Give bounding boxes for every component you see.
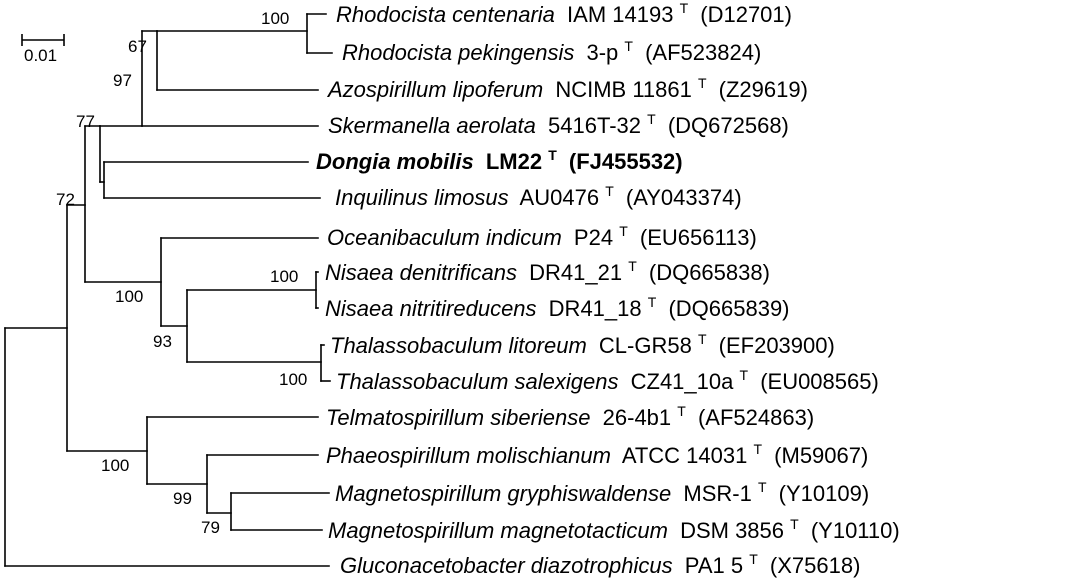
bootstrap-phaeospirillum-group: 99 <box>173 489 192 508</box>
taxon-name: Dongia mobilis <box>316 149 474 174</box>
type-strain-mark: T <box>698 331 707 347</box>
accession: (Z29619) <box>719 77 808 102</box>
strain: CZ41_10a <box>631 369 735 394</box>
bootstrap-skermanella-group: 97 <box>113 71 132 90</box>
strain: LM22 <box>486 149 542 174</box>
taxon-label: Inquilinus limosus AU0476 T (AY043374) <box>335 176 742 210</box>
bootstrap-magnetospirillum: 79 <box>201 518 220 537</box>
taxon-name: Rhodocista pekingensis <box>342 40 574 65</box>
strain: AU0476 <box>520 185 600 210</box>
strain: 3-p <box>587 40 619 65</box>
taxon-name: Thalassobaculum salexigens <box>336 369 619 394</box>
type-strain-mark: T <box>680 0 689 16</box>
type-strain-mark: T <box>753 441 762 457</box>
taxon-label: Phaeospirillum molischianum ATCC 14031 T… <box>326 434 868 468</box>
type-strain-mark: T <box>758 479 767 495</box>
taxon-name: Thalassobaculum litoreum <box>330 333 587 358</box>
type-strain-mark: T <box>605 183 614 199</box>
bootstrap-nisaea: 100 <box>270 267 298 286</box>
strain: NCIMB 11861 <box>555 77 692 102</box>
bootstrap-thalassobaculum: 100 <box>279 370 307 389</box>
taxon-name: Nisaea nitritireducens <box>325 296 537 321</box>
taxon-label: Oceanibaculum indicum P24 T (EU656113) <box>327 216 757 250</box>
accession: (AY043374) <box>626 185 742 210</box>
taxon-label: Nisaea denitrificans DR41_21 T (DQ665838… <box>325 251 770 285</box>
accession: (DQ672568) <box>668 113 789 138</box>
bootstrap-main-clade: 72 <box>56 190 75 209</box>
strain: DR41_21 <box>529 260 622 285</box>
strain: PA1 5 <box>685 553 743 578</box>
taxon-name: Skermanella aerolata <box>328 113 536 138</box>
taxon-name: Azospirillum lipoferum <box>326 77 543 102</box>
accession: (DQ665838) <box>649 260 770 285</box>
type-strain-mark: T <box>619 223 628 239</box>
type-strain-mark: T <box>698 75 707 91</box>
type-strain-mark: T <box>624 38 633 54</box>
type-strain-mark: T <box>749 551 758 567</box>
accession: (D12701) <box>700 2 792 27</box>
type-strain-mark: T <box>677 403 686 419</box>
taxon-name: Phaeospirillum molischianum <box>326 443 611 468</box>
accession: (AF524863) <box>698 405 814 430</box>
bootstrap-dongia-group: 77 <box>76 112 95 131</box>
bootstrap-nisaea-thalassobaculum: 93 <box>153 332 172 351</box>
strain: ATCC 14031 <box>622 443 748 468</box>
taxon-label: Rhodocista centenaria IAM 14193 T (D1270… <box>336 0 792 27</box>
bootstrap-telmatospirillum-group: 100 <box>101 456 129 475</box>
strain: MSR-1 <box>683 481 751 506</box>
accession: (X75618) <box>770 553 861 578</box>
taxon-label: Thalassobaculum salexigens CZ41_10a T (E… <box>336 360 879 394</box>
tree-branches <box>4 13 333 567</box>
type-strain-mark: T <box>628 258 637 274</box>
scale-bar: 0.01 <box>21 34 65 65</box>
accession: (EF203900) <box>719 333 835 358</box>
bootstrap-rhodocista-azospirillum: 67 <box>128 37 147 56</box>
accession: (AF523824) <box>645 40 761 65</box>
taxon-label: Azospirillum lipoferum NCIMB 11861 T (Z2… <box>326 68 808 102</box>
taxon-name: Rhodocista centenaria <box>336 2 555 27</box>
accession: (M59067) <box>774 443 868 468</box>
accession: (FJ455532) <box>569 149 683 174</box>
strain: 26-4b1 <box>603 405 672 430</box>
taxon-label: Magnetospirillum gryphiswaldense MSR-1 T… <box>335 472 869 506</box>
bootstrap-values: 100 67 97 77 72 100 93 100 100 100 99 79 <box>56 9 307 537</box>
taxon-name: Gluconacetobacter diazotrophicus <box>340 553 673 578</box>
taxon-name: Inquilinus limosus <box>335 185 509 210</box>
bootstrap-rhodocista: 100 <box>261 9 289 28</box>
taxon-labels: Rhodocista centenaria IAM 14193 T (D1270… <box>316 0 900 578</box>
taxon-label: Thalassobaculum litoreum CL-GR58 T (EF20… <box>330 324 835 358</box>
type-strain-mark: T <box>790 516 799 532</box>
type-strain-mark: T <box>548 147 557 163</box>
taxon-label: Gluconacetobacter diazotrophicus PA1 5 T… <box>340 544 860 578</box>
strain: DR41_18 <box>549 296 642 321</box>
taxon-label: Telmatospirillum siberiense 26-4b1 T (AF… <box>326 396 814 430</box>
taxon-name: Magnetospirillum gryphiswaldense <box>335 481 671 506</box>
bootstrap-oceanibaculum-group: 100 <box>115 287 143 306</box>
taxon-name: Telmatospirillum siberiense <box>326 405 591 430</box>
accession: (EU008565) <box>760 369 879 394</box>
accession: (EU656113) <box>640 225 757 250</box>
accession: (Y10109) <box>779 481 870 506</box>
type-strain-mark: T <box>740 367 749 383</box>
type-strain-mark: T <box>648 294 657 310</box>
taxon-label-highlighted: Dongia mobilis LM22 T (FJ455532) <box>316 140 683 174</box>
taxon-name: Nisaea denitrificans <box>325 260 517 285</box>
taxon-label: Rhodocista pekingensis 3-p T (AF523824) <box>342 31 761 65</box>
accession: (DQ665839) <box>668 296 789 321</box>
taxon-name: Magnetospirillum magnetotacticum <box>328 518 668 543</box>
strain: DSM 3856 <box>680 518 784 543</box>
accession: (Y10110) <box>811 518 900 543</box>
taxon-label: Magnetospirillum magnetotacticum DSM 385… <box>328 509 900 543</box>
strain: IAM 14193 <box>567 2 673 27</box>
taxon-name: Oceanibaculum indicum <box>327 225 562 250</box>
strain: P24 <box>574 225 613 250</box>
strain: 5416T-32 <box>548 113 641 138</box>
taxon-label: Skermanella aerolata 5416T-32 T (DQ67256… <box>328 104 789 138</box>
type-strain-mark: T <box>647 111 656 127</box>
scale-bar-label: 0.01 <box>24 46 57 65</box>
strain: CL-GR58 <box>599 333 692 358</box>
taxon-label: Nisaea nitritireducens DR41_18 T (DQ6658… <box>325 287 790 321</box>
